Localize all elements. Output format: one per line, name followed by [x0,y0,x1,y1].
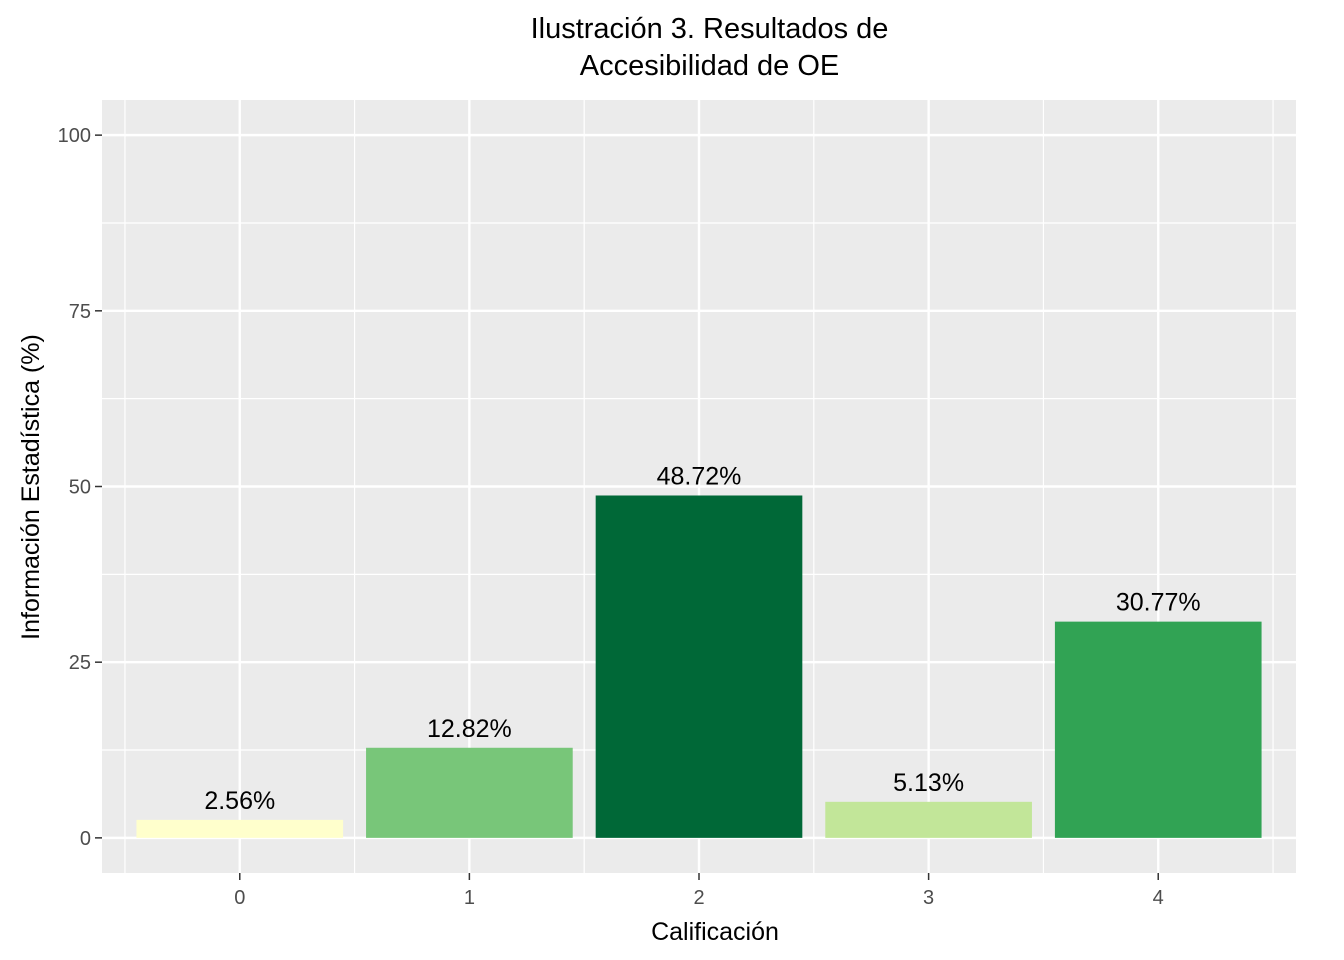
data-label-3: 5.13% [893,769,964,797]
x-tick-label: 4 [1153,887,1164,909]
data-label-0: 2.56% [204,787,275,815]
y-tick-label: 25 [69,652,91,674]
y-tick-label: 75 [69,301,91,323]
bar-2 [595,495,803,838]
bars [136,495,1262,838]
y-tick-label: 100 [58,125,91,147]
x-axis-title: Calificación [651,918,779,946]
bar-1 [366,747,573,838]
x-axis: 0 1 2 3 4 [234,873,1164,909]
data-labels: 2.56% 12.82% 48.72% 5.13% 30.77% [204,462,1200,814]
y-tick-label: 50 [69,477,91,499]
x-tick-label: 1 [464,887,475,909]
y-axis-title: Información Estadística (%) [17,334,45,640]
data-label-4: 30.77% [1116,589,1201,617]
data-label-2: 48.72% [657,462,742,490]
bar-0 [136,819,344,838]
chart-title-line-1: Ilustración 3. Resultados de [530,13,889,45]
x-tick-label: 0 [234,887,245,909]
x-tick-label: 2 [693,887,704,909]
bar-3 [825,801,1032,838]
chart-title-line-2: Accesibilidad de OE [579,50,840,82]
x-tick-label: 3 [923,887,934,909]
y-axis: 0 25 50 75 100 [58,125,102,850]
data-label-1: 12.82% [427,715,512,743]
bar-4 [1054,621,1262,838]
y-tick-label: 0 [80,828,91,850]
